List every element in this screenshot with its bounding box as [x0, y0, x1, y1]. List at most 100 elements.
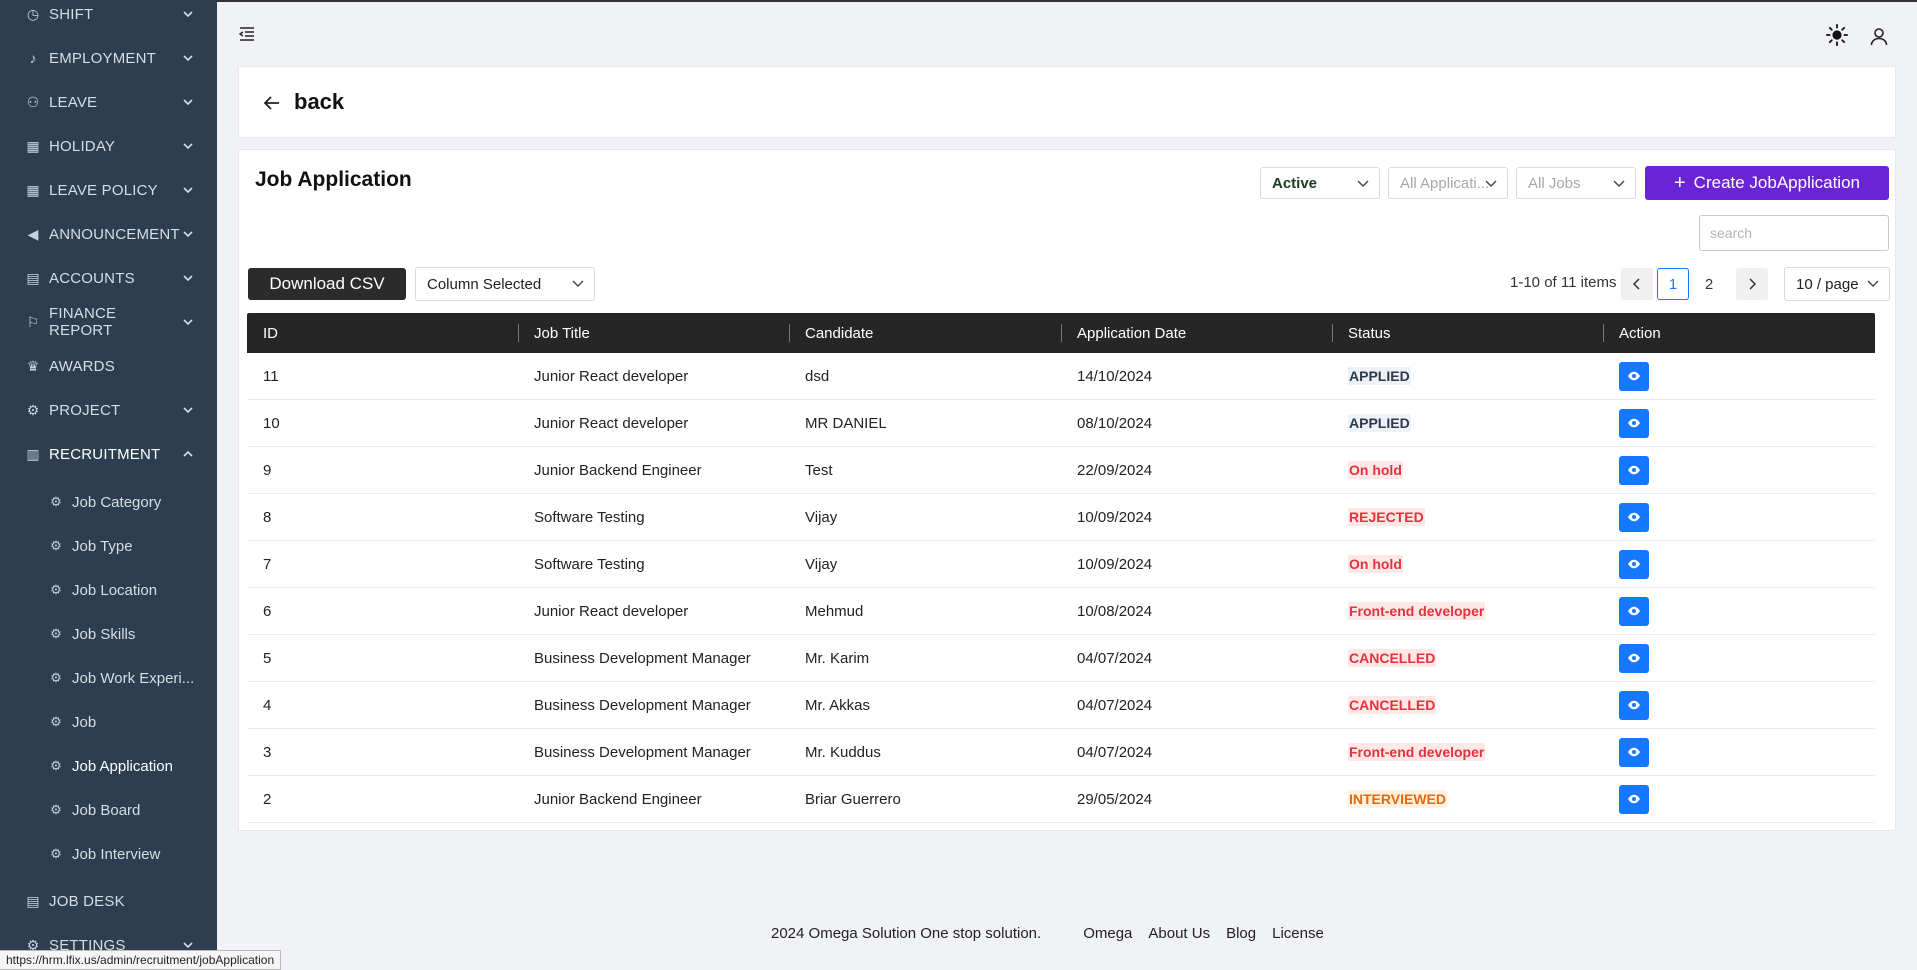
status-badge: On hold [1348, 555, 1403, 573]
search-input[interactable] [1699, 215, 1889, 251]
eye-icon [1628, 465, 1640, 475]
sidebar-item-label: FINANCE REPORT [49, 305, 117, 339]
page-size-select[interactable]: 10 / page [1784, 267, 1890, 301]
cell-action [1603, 361, 1875, 391]
sidebar-item-job-desk[interactable]: ▤ JOB DESK [0, 883, 217, 919]
sidebar-subitem-job-work-experi[interactable]: ⚙ Job Work Experi... [0, 660, 217, 696]
view-button[interactable] [1619, 690, 1649, 720]
cell-status: On hold [1332, 461, 1603, 479]
desk-icon: ▤ [26, 892, 40, 909]
sidebar-item-label: LEAVE POLICY [49, 181, 158, 199]
gear-icon: ⚙ [50, 494, 62, 509]
cell-job-title: Business Development Manager [534, 696, 751, 714]
sidebar-item-announcement[interactable]: ◀ ANNOUNCEMENT [0, 216, 217, 252]
column-header-id[interactable]: ID [263, 324, 278, 342]
sidebar-item-settings[interactable]: ⚙ SETTINGS [0, 927, 217, 963]
view-button[interactable] [1619, 784, 1649, 814]
sidebar-item-leave-policy[interactable]: ▦ LEAVE POLICY [0, 172, 217, 208]
sidebar-subitem-job-board[interactable]: ⚙ Job Board [0, 792, 217, 828]
cell-action [1603, 455, 1875, 485]
job-application-card: Job Application Active All Applicati... … [238, 149, 1896, 831]
gear-icon: ⚙ [50, 582, 62, 597]
column-header-candidate[interactable]: Candidate [789, 313, 1061, 353]
sidebar-subitem-job-location[interactable]: ⚙ Job Location [0, 572, 217, 608]
sidebar-item-leave[interactable]: ⚇ LEAVE [0, 84, 217, 120]
sidebar-subitem-job-interview[interactable]: ⚙ Job Interview [0, 836, 217, 872]
table-row: 6 Junior React developer Mehmud 10/08/2024 F… [247, 588, 1875, 635]
gear-icon: ⚙ [26, 936, 40, 953]
footer: 2024 Omega Solution One stop solution. O… [771, 925, 1340, 942]
sidebar-item-accounts[interactable]: ▤ ACCOUNTS [0, 260, 217, 296]
sidebar-item-employment[interactable]: ♪ EMPLOYMENT [0, 40, 217, 76]
pagination-next-button[interactable] [1736, 268, 1768, 300]
footer-copyright: 2024 Omega Solution One stop solution. [771, 925, 1042, 942]
sidebar-subitem-job-category[interactable]: ⚙ Job Category [0, 484, 217, 520]
jobs-filter-placeholder: All Jobs [1528, 174, 1581, 192]
sidebar-subitem-job[interactable]: ⚙ Job [0, 704, 217, 740]
sidebar-subitem-job-type[interactable]: ⚙ Job Type [0, 528, 217, 564]
table-row: 2 Junior Backend Engineer Briar Guerrero 29… [247, 776, 1875, 823]
back-link[interactable]: back [294, 89, 345, 114]
column-header-job-title[interactable]: Job Title [518, 313, 789, 353]
cell-job-title: Software Testing [534, 508, 645, 526]
view-button[interactable] [1619, 502, 1649, 532]
cell-id: 2 [263, 790, 272, 808]
eye-icon [1628, 794, 1640, 804]
sidebar-subitem-job-skills[interactable]: ⚙ Job Skills [0, 616, 217, 652]
footer-link-license[interactable]: License [1272, 925, 1324, 942]
sidebar-item-label: ACCOUNTS [49, 269, 135, 287]
cell-candidate: Mr. Kuddus [805, 743, 881, 761]
column-header-status[interactable]: Status [1332, 313, 1603, 353]
sidebar-item-holiday[interactable]: ▦ HOLIDAY [0, 128, 217, 164]
pagination-page-2[interactable]: 2 [1704, 275, 1714, 293]
footer-link-blog[interactable]: Blog [1226, 925, 1257, 942]
view-button[interactable] [1619, 549, 1649, 579]
theme-toggle-sun-icon[interactable] [1826, 24, 1848, 46]
sidebar-item-label: SHIFT [49, 5, 94, 23]
status-filter-select[interactable]: Active [1260, 167, 1380, 199]
menu-collapse-icon[interactable] [237, 24, 257, 44]
jobs-filter-select[interactable]: All Jobs [1516, 167, 1636, 199]
column-header-application-date[interactable]: Application Date [1061, 313, 1332, 353]
sidebar-subitem-job-application[interactable]: ⚙ Job Application [0, 748, 217, 784]
column-select[interactable]: Column Selected [415, 267, 595, 301]
view-button[interactable] [1619, 361, 1649, 391]
pagination-prev-button[interactable] [1621, 268, 1653, 300]
view-button[interactable] [1619, 455, 1649, 485]
create-button-label: Create JobApplication [1693, 173, 1860, 192]
sidebar-item-shift[interactable]: ◷ SHIFT [0, 0, 217, 32]
footer-link-about-us[interactable]: About Us [1148, 925, 1211, 942]
sidebar-subitem-label: Job Application [72, 757, 173, 775]
view-button[interactable] [1619, 643, 1649, 673]
cell-action [1603, 784, 1875, 814]
sidebar-item-label: AWARDS [49, 357, 115, 375]
pagination-page-1[interactable]: 1 [1657, 268, 1689, 300]
create-job-application-button[interactable]: + Create JobApplication [1645, 166, 1889, 200]
view-button[interactable] [1619, 737, 1649, 767]
view-button[interactable] [1619, 596, 1649, 626]
download-csv-button[interactable]: Download CSV [248, 268, 406, 300]
gear-icon: ⚙ [50, 538, 62, 553]
footer-link-omega[interactable]: Omega [1083, 925, 1133, 942]
cell-status: Front-end developer [1332, 602, 1603, 620]
table-row: 9 Junior Backend Engineer Test 22/09/2024 On… [247, 447, 1875, 494]
cell-status: APPLIED [1332, 367, 1603, 385]
chevron-up-icon [181, 450, 195, 458]
applications-filter-select[interactable]: All Applicati... [1388, 167, 1508, 199]
megaphone-icon: ◀ [27, 225, 39, 242]
chevron-left-icon [1632, 278, 1640, 290]
cell-application-date: 04/07/2024 [1077, 743, 1153, 761]
cell-status: APPLIED [1332, 414, 1603, 432]
status-badge: INTERVIEWED [1348, 790, 1447, 808]
back-arrow-icon[interactable] [263, 94, 281, 112]
cell-id: 9 [263, 461, 272, 479]
sidebar-item-project[interactable]: ⚙ PROJECT [0, 392, 217, 428]
sidebar-item-finance-report[interactable]: ⚐ FINANCE REPORT [0, 304, 217, 340]
sidebar-item-awards[interactable]: ♛ AWARDS [0, 348, 217, 384]
view-button[interactable] [1619, 408, 1649, 438]
calendar-icon: ▦ [26, 181, 40, 198]
chevron-right-icon [1749, 278, 1757, 290]
sidebar-item-recruitment[interactable]: ▥ RECRUITMENT [0, 436, 217, 472]
user-profile-icon[interactable] [1869, 26, 1889, 46]
table-row: 10 Junior React developer MR DANIEL 08/10/2… [247, 400, 1875, 447]
